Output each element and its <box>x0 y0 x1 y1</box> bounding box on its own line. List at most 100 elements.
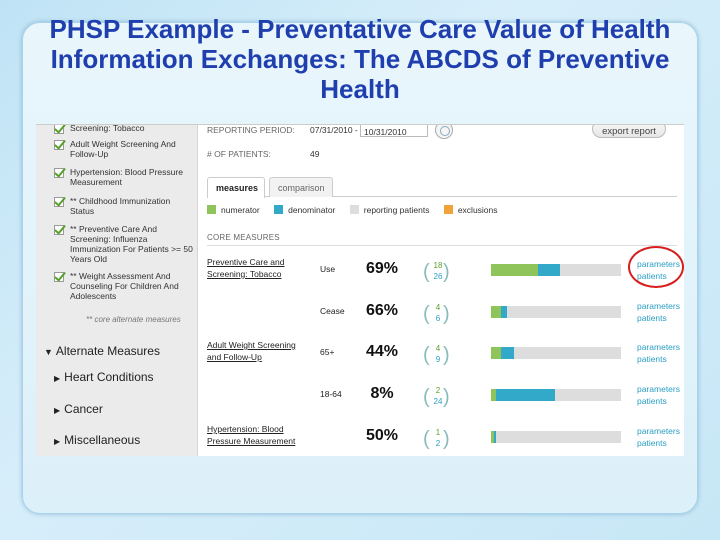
measure-fraction: ( 18 26 ) <box>423 261 450 287</box>
checkbox-checked-icon[interactable] <box>54 140 64 150</box>
triangle-down-icon: ▼ <box>44 347 53 357</box>
measure-fraction: ( 4 6 ) <box>423 303 450 329</box>
measure-link-tobacco[interactable]: Preventive Care and Screening: Tobacco <box>207 257 285 279</box>
numerator-segment <box>491 347 501 359</box>
paren-right: ) <box>443 344 450 366</box>
core-measures-heading: CORE MEASURES <box>207 233 280 242</box>
export-report-button[interactable]: export report <box>592 125 666 138</box>
tab-measures[interactable]: measures <box>207 177 265 198</box>
denominator-value: 26 <box>433 272 443 281</box>
patients-link[interactable]: patients <box>637 438 667 448</box>
row-links: parameters patients <box>637 300 680 324</box>
checkbox-checked-icon[interactable] <box>54 272 64 282</box>
row-links: parameters patients <box>637 341 680 365</box>
measure-link-adult-weight[interactable]: Adult Weight Screening and Follow-Up <box>207 340 296 362</box>
period-start: 07/31/2010 - <box>310 125 358 135</box>
refresh-icon[interactable] <box>435 125 453 139</box>
sidebar-measure-item[interactable]: ** Childhood Immunization Status <box>54 196 196 216</box>
paren-right: ) <box>443 261 450 283</box>
paren-right: ) <box>443 428 450 450</box>
patients-count-label: # OF PATIENTS: <box>207 149 271 159</box>
measure-percent: 66% <box>365 302 399 319</box>
measures-panel: REPORTING PERIOD: 07/31/2010 - 10/31/201… <box>199 125 684 456</box>
sidebar-measure-item[interactable]: Screening: Tobacco <box>54 125 196 134</box>
legend-swatch <box>274 205 284 214</box>
measure-bar <box>491 389 621 401</box>
checkbox-checked-icon[interactable] <box>54 225 64 235</box>
measure-fraction: ( 4 9 ) <box>423 344 450 370</box>
app-screenshot: Screening: Tobacco Adult Weight Screenin… <box>36 124 684 456</box>
measure-sidebar: Screening: Tobacco Adult Weight Screenin… <box>36 125 198 456</box>
population-label: 65+ <box>320 347 335 357</box>
checkbox-checked-icon[interactable] <box>54 125 64 134</box>
checkbox-checked-icon[interactable] <box>54 197 64 207</box>
measure-bar <box>491 264 621 276</box>
reporting-period-label: REPORTING PERIOD: <box>207 125 295 135</box>
group-heart-conditions[interactable]: ▶ Heart Conditions <box>54 370 154 384</box>
denominator-value: 9 <box>435 355 441 364</box>
paren-left: ( <box>423 303 430 325</box>
legend-swatch <box>207 205 216 214</box>
paren-left: ( <box>423 344 430 366</box>
paren-left: ( <box>423 261 430 283</box>
numerator-value: 4 <box>435 303 441 312</box>
parameters-link[interactable]: parameters <box>637 384 680 394</box>
tab-bar: measures comparison <box>207 177 677 198</box>
group-miscellaneous[interactable]: ▶ Miscellaneous <box>54 433 141 447</box>
row-links: parameters patients <box>637 383 680 407</box>
measure-percent: 44% <box>365 343 399 360</box>
legend-swatch <box>349 205 359 214</box>
alternate-measures-toggle[interactable]: ▼ Alternate Measures <box>44 344 160 358</box>
measure-link-hypertension[interactable]: Hypertension: Blood Pressure Measurement <box>207 424 296 446</box>
patients-link[interactable]: patients <box>637 354 667 364</box>
parameters-link[interactable]: parameters <box>637 301 680 311</box>
period-end-input[interactable]: 10/31/2010 <box>360 125 428 137</box>
parameters-link[interactable]: parameters <box>637 342 680 352</box>
legend-reporting-patients: reporting patients <box>349 205 429 215</box>
group-cancer[interactable]: ▶ Cancer <box>54 402 103 416</box>
numerator-value: 1 <box>435 428 441 437</box>
tab-comparison[interactable]: comparison <box>269 177 333 197</box>
patients-link[interactable]: patients <box>637 313 667 323</box>
measure-bar <box>491 431 621 443</box>
legend-exclusions: exclusions <box>443 205 498 215</box>
legend-denominator: denominator <box>274 205 335 215</box>
denominator-value: 6 <box>435 314 441 323</box>
slide-title: PHSP Example - Preventative Care Value o… <box>49 14 671 104</box>
population-label: 18-64 <box>320 389 342 399</box>
measure-percent: 8% <box>370 385 394 402</box>
triangle-right-icon: ▶ <box>54 374 61 383</box>
sidebar-measure-item[interactable]: ** Preventive Care And Screening: Influe… <box>54 224 196 264</box>
legend-numerator: numerator <box>207 205 260 215</box>
sidebar-measure-item[interactable]: Hypertension: Blood Pressure Measurement <box>54 167 196 187</box>
legend-swatch <box>443 205 453 214</box>
numerator-segment <box>491 306 501 318</box>
denominator-segment <box>491 389 555 401</box>
patients-link[interactable]: patients <box>637 396 667 406</box>
population-label: Cease <box>320 306 345 316</box>
bar-legend: numerator denominator reporting patients… <box>207 205 510 217</box>
numerator-value: 2 <box>435 386 441 395</box>
sidebar-measure-item[interactable]: ** Weight Assessment And Counseling For … <box>54 271 196 301</box>
numerator-segment <box>491 431 494 443</box>
paren-right: ) <box>443 303 450 325</box>
core-alternate-note: ** core alternate measures <box>86 315 181 324</box>
paren-right: ) <box>443 386 450 408</box>
parameters-link[interactable]: parameters <box>637 426 680 436</box>
sidebar-measure-item[interactable]: Adult Weight Screening And Follow-Up <box>54 139 196 159</box>
highlight-circle <box>628 246 684 288</box>
numerator-segment <box>491 264 538 276</box>
patients-count-value: 49 <box>310 149 320 159</box>
row-links: parameters patients <box>637 425 680 449</box>
paren-left: ( <box>423 386 430 408</box>
triangle-right-icon: ▶ <box>54 437 61 446</box>
numerator-value: 4 <box>435 344 441 353</box>
paren-left: ( <box>423 428 430 450</box>
measure-fraction: ( 1 2 ) <box>423 428 450 454</box>
section-divider <box>207 245 677 246</box>
measure-percent: 50% <box>365 427 399 444</box>
measure-bar <box>491 306 621 318</box>
checkbox-checked-icon[interactable] <box>54 168 64 178</box>
triangle-right-icon: ▶ <box>54 406 61 415</box>
denominator-value: 24 <box>433 397 443 406</box>
